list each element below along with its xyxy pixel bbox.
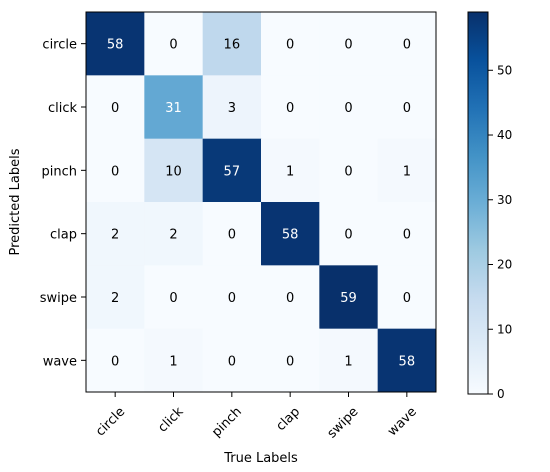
cell-value-label: 2 — [169, 228, 177, 243]
heatmap-cell — [144, 328, 204, 393]
heatmap-cell — [319, 138, 379, 203]
cell-value-label: 0 — [344, 101, 352, 116]
heatmap-cell — [261, 265, 320, 330]
cell-value-label: 0 — [228, 354, 236, 369]
heatmap-cell — [144, 75, 204, 140]
cell-value-label: 58 — [399, 354, 416, 369]
heatmap-cell — [377, 75, 437, 140]
cell-value-label: 0 — [344, 228, 352, 243]
cell-value-label: 0 — [111, 101, 119, 116]
heatmap-cell — [202, 202, 262, 266]
heatmap-cell — [261, 75, 320, 140]
heatmap-cell — [144, 202, 204, 266]
x-tick-label: clap — [274, 404, 304, 434]
x-axis-title: True Labels — [223, 451, 298, 466]
cell-value-label: 59 — [340, 291, 357, 306]
cell-value-label: 0 — [228, 228, 236, 243]
heatmap-cell — [377, 138, 437, 203]
heatmap-cell — [261, 138, 320, 203]
cell-value-label: 1 — [344, 354, 352, 369]
heatmap-cell — [261, 202, 320, 266]
heatmap-cell — [144, 12, 204, 76]
cell-value-label: 58 — [282, 228, 299, 243]
cell-value-label: 0 — [169, 38, 177, 53]
cell-value-label: 0 — [286, 354, 294, 369]
heatmap-cell — [86, 265, 145, 330]
cell-value-label: 3 — [228, 101, 236, 116]
colorbar — [467, 11, 489, 395]
heatmap-cell — [261, 328, 320, 393]
cell-value-label: 0 — [228, 291, 236, 306]
cell-value-label: 0 — [403, 38, 411, 53]
heatmap-cell — [377, 265, 437, 330]
heatmap-cell — [86, 202, 145, 266]
y-tick-label: circle — [42, 38, 77, 53]
cell-value-label: 1 — [286, 164, 294, 179]
x-tick-label: wave — [385, 404, 420, 439]
heatmap-cell — [319, 12, 379, 76]
heatmap-cell — [86, 75, 145, 140]
cell-value-label: 58 — [107, 38, 124, 53]
cell-value-label: 0 — [403, 101, 411, 116]
cell-value-label: 0 — [286, 291, 294, 306]
cell-value-label: 0 — [286, 101, 294, 116]
heatmap-cell — [202, 265, 262, 330]
heatmap-cell — [86, 328, 145, 393]
heatmap-cell — [144, 265, 204, 330]
heatmap-cell — [86, 138, 145, 203]
heatmap-cell — [319, 265, 379, 330]
cell-value-label: 16 — [224, 38, 241, 53]
heatmap-cell — [319, 202, 379, 266]
heatmap-cell — [202, 75, 262, 140]
cell-value-label: 0 — [403, 228, 411, 243]
x-tick-label: circle — [93, 404, 128, 439]
y-tick-label: click — [48, 101, 78, 116]
y-tick-label: clap — [50, 228, 77, 243]
cell-value-label: 2 — [111, 291, 119, 306]
heatmap-cell — [202, 328, 262, 393]
heatmap-cell — [377, 12, 437, 76]
colorbar-tick-label: 20 — [497, 258, 512, 272]
y-axis-title: Predicted Labels — [8, 148, 23, 255]
cell-value-label: 0 — [111, 164, 119, 179]
heatmap-cell — [377, 328, 437, 393]
colorbar-tick-label: 10 — [497, 322, 512, 336]
colorbar-ticks: 0 10 20 30 40 50 — [488, 63, 512, 401]
heatmap-cell — [261, 12, 320, 76]
x-tick-label: click — [155, 404, 186, 435]
cell-value-label: 0 — [403, 291, 411, 306]
cell-value-label: 0 — [344, 38, 352, 53]
y-tick-label: pinch — [42, 164, 78, 179]
heatmap-cell — [144, 138, 204, 203]
colorbar-tick-label: 50 — [497, 63, 512, 77]
cell-value-label: 10 — [165, 164, 182, 179]
cell-value-label: 2 — [111, 228, 119, 243]
heatmap-cell — [319, 75, 379, 140]
heatmap-cell — [319, 328, 379, 393]
x-tick-label: pinch — [209, 404, 245, 440]
heatmap-cell — [377, 202, 437, 266]
y-tick-label: swipe — [40, 291, 77, 306]
cell-value-label: 0 — [286, 38, 294, 53]
cell-value-label: 57 — [224, 164, 241, 179]
cell-value-label: 31 — [165, 101, 182, 116]
plot-frame — [85, 11, 437, 393]
x-axis-ticks: circle click pinch clap swipe wave — [93, 392, 420, 441]
x-tick-label: swipe — [325, 404, 362, 441]
y-axis-ticks: circle click pinch clap swipe wave — [40, 38, 86, 369]
heatmap-cells: 58 0 16 0 0 00 31 3 0 0 00 10 57 1 0 12 2 0 58 0 02 0 0 0 59 00 1 0… — [86, 12, 437, 393]
cell-value-label: 0 — [111, 354, 119, 369]
y-tick-label: wave — [43, 354, 77, 369]
cell-value-label: 0 — [169, 291, 177, 306]
cell-value-label: 1 — [169, 354, 177, 369]
colorbar-tick-label: 40 — [497, 128, 512, 142]
heatmap-cell — [202, 12, 262, 76]
cell-value-label: 1 — [403, 164, 411, 179]
heatmap-cell — [202, 138, 262, 203]
heatmap-cell — [86, 12, 145, 76]
colorbar-tick-label: 30 — [497, 193, 512, 207]
colorbar-tick-label: 0 — [497, 387, 505, 401]
cell-value-label: 0 — [344, 164, 352, 179]
